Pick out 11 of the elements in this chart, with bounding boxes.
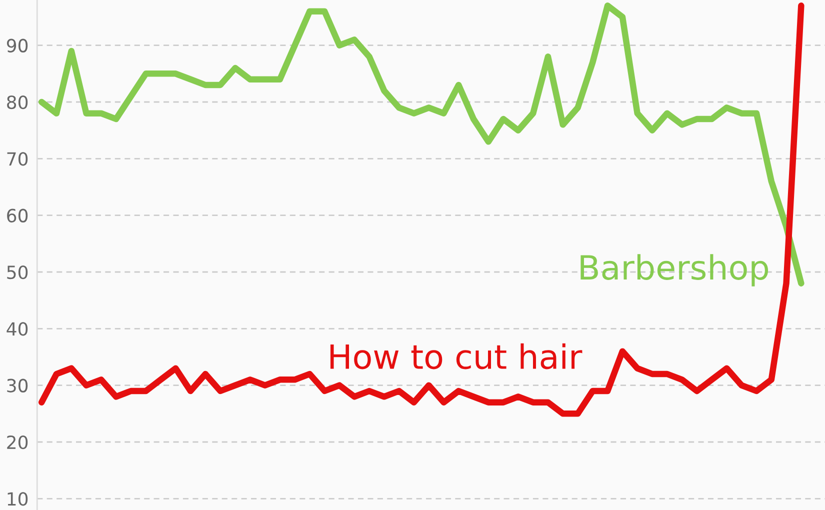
series-label: Barbershop <box>580 254 768 286</box>
y-tick-label: 70 <box>7 152 28 166</box>
y-tick-label: 20 <box>7 435 28 450</box>
y-tick-label: 10 <box>8 492 28 506</box>
y-tick-label: 60 <box>7 208 28 222</box>
y-tick-label: 90 <box>6 38 28 52</box>
y-tick-label: 30 <box>7 378 28 392</box>
y-tick-label: 40 <box>6 322 28 336</box>
y-tick-label: 80 <box>7 95 28 110</box>
series-label: How to cut hair <box>330 343 582 370</box>
y-tick-label: 50 <box>7 265 28 280</box>
